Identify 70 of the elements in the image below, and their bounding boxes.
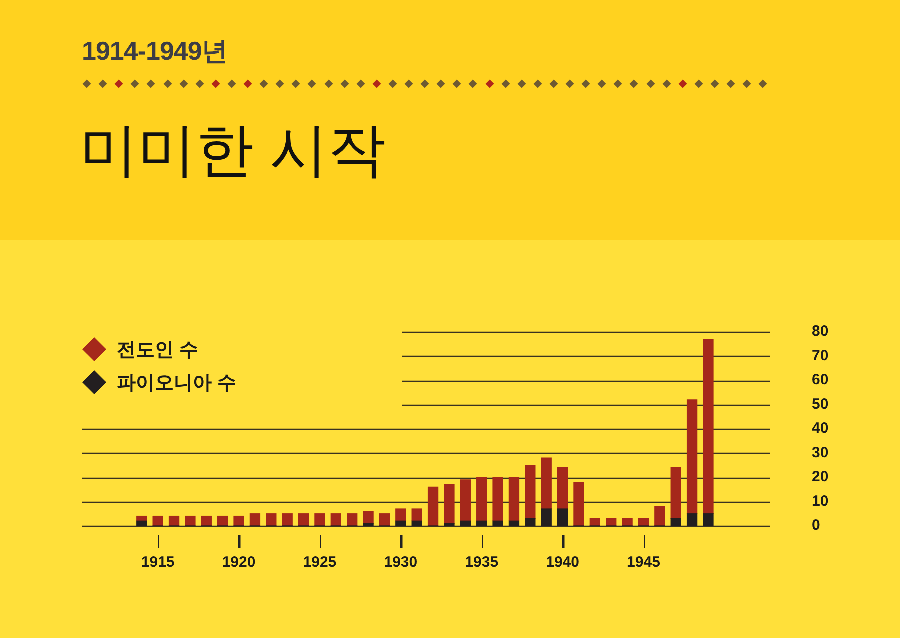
bar: [508, 477, 520, 522]
x-tick-label: 1940: [546, 554, 580, 572]
y-tick-label: 40: [812, 420, 829, 438]
bar: [428, 486, 439, 526]
bar: [541, 458, 552, 510]
bar: [686, 400, 698, 514]
bar: [703, 514, 714, 526]
bar: [152, 516, 164, 526]
chart-title: 미미한 시작: [80, 117, 386, 185]
bar: [234, 516, 244, 526]
bar: [396, 508, 406, 522]
bar: [347, 514, 358, 526]
bar: [136, 520, 148, 526]
chart-subtitle: 1914-1949년: [82, 35, 228, 68]
bar: [654, 506, 666, 526]
y-tick-label: 0: [812, 517, 820, 534]
bar: [686, 514, 698, 526]
legend-label: 전도인 수: [117, 338, 198, 362]
bar: [460, 520, 471, 526]
bar: [363, 511, 374, 524]
bar: [703, 338, 714, 514]
bar: [476, 477, 488, 522]
bar: [396, 520, 406, 526]
bar: [168, 516, 180, 526]
y-tick-label: 10: [812, 492, 829, 510]
bar: [330, 514, 342, 526]
bar: [557, 467, 568, 510]
bar: [541, 508, 552, 526]
bar: [590, 518, 600, 526]
bar: [218, 516, 228, 526]
bar: [314, 514, 326, 526]
legend-label: 파이오니아 수: [117, 372, 236, 396]
bar: [476, 520, 488, 526]
x-tick-label: 1935: [465, 554, 499, 572]
bar: [508, 520, 520, 526]
bar: [492, 520, 504, 526]
bar: [525, 518, 536, 526]
bar: [670, 467, 682, 520]
y-tick-label: 80: [812, 323, 829, 340]
bar: [557, 508, 568, 526]
x-tick-label: 1945: [627, 554, 660, 572]
x-tick-label: 1925: [303, 554, 337, 572]
bar: [460, 480, 471, 522]
bar: [250, 514, 261, 526]
bar: [201, 516, 212, 526]
bar: [412, 520, 422, 526]
x-tick-label: 1930: [384, 554, 418, 572]
x-tick-label: 1915: [141, 554, 175, 572]
y-tick-label: 60: [812, 372, 829, 389]
bar: [492, 477, 504, 522]
bar: [574, 482, 584, 526]
y-tick-label: 30: [812, 444, 829, 462]
bar: [444, 523, 455, 526]
bar: [266, 514, 277, 526]
bar: [638, 518, 650, 526]
bar: [444, 484, 455, 524]
bar: [412, 508, 422, 522]
bar: [298, 514, 310, 526]
bar: [363, 523, 374, 526]
bar: [282, 514, 293, 526]
bar: [606, 518, 617, 526]
bar: [622, 518, 633, 526]
bar: [525, 465, 536, 520]
bar: [185, 516, 196, 526]
y-tick-label: 50: [812, 396, 829, 413]
bar: [379, 514, 390, 526]
y-tick-label: 70: [812, 347, 829, 364]
y-tick-label: 20: [812, 468, 829, 486]
x-tick-label: 1920: [222, 554, 256, 572]
bar: [670, 518, 682, 526]
